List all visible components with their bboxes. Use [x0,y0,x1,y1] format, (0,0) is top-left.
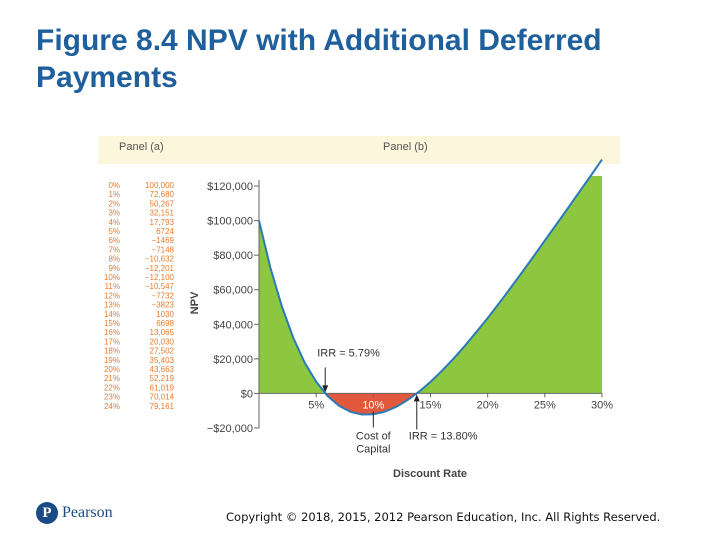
cost-of-capital-label-line2: Capital [356,443,390,455]
table-rate-cell: 3% [108,209,120,218]
table-rate-cell: 14% [104,310,120,319]
negative-npv-area [259,393,602,415]
table-rate-cell: 4% [108,218,120,227]
table-rate-cell: 21% [104,374,120,383]
table-npv-cell: 20,030 [150,337,175,346]
positive-npv-area [259,176,602,394]
table-rate-cell: 0% [108,181,120,190]
table-npv-cell: 6698 [156,319,174,328]
table-rate-cell: 8% [108,255,120,264]
table-npv-cell: 13,065 [150,328,175,337]
npv-figure: Panel (a) Panel (b) 0% 100,000 1% 72,680 2% 5… [98,136,620,486]
table-rate-cell: 13% [104,301,120,310]
table-rate-cell: 20% [104,365,120,374]
y-tick-label: $120,000 [207,181,253,193]
table-npv-cell: 32,151 [150,209,175,218]
npv-chart-svg: Panel (a) Panel (b) 0% 100,000 1% 72,680 2% 5… [98,136,620,480]
panel-header-band [98,136,620,164]
irr-high-arrowhead [413,394,420,402]
table-rate-cell: 10% [104,273,120,282]
slide-title-line2: Payments [36,61,178,94]
cost-of-capital-label-line1: Cost of [356,430,392,442]
y-tick-label: −$20,000 [207,423,253,435]
slide-title: Figure 8.4 NPV with Additional Deferred … [36,22,696,96]
table-rate-cell: 1% [108,190,120,199]
table-rate-cell: 15% [104,319,120,328]
x-tick-label: 10% [362,399,384,411]
y-tick-label: $60,000 [213,285,253,297]
y-axis-label: NPV [189,291,201,314]
table-npv-cell: −7732 [152,291,175,300]
slide-title-line1: Figure 8.4 NPV with Additional Deferred [36,24,602,57]
table-rate-cell: 22% [104,383,120,392]
table-npv-cell: 70,014 [150,393,175,402]
panel-a-header: Panel (a) [119,141,164,153]
table-npv-cell: 43,663 [150,365,175,374]
table-rate-cell: 19% [104,356,120,365]
irr-high-label: IRR = 13.80% [409,430,478,442]
table-rate-cell: 7% [108,245,120,254]
table-rate-cell: 5% [108,227,120,236]
x-tick-label: 30% [591,399,613,411]
x-tick-label: 5% [308,399,324,411]
table-npv-cell: 17,793 [150,218,175,227]
y-tick-label: $100,000 [207,216,253,228]
y-tick-label: $0 [241,388,253,400]
table-rate-cell: 18% [104,347,120,356]
table-npv-cell: −12,100 [145,273,175,282]
table-npv-cell: 52,219 [150,374,175,383]
table-npv-cell: 6724 [156,227,174,236]
table-npv-cell: 35,403 [150,356,175,365]
table-npv-cell: 79,161 [150,402,175,411]
table-npv-cell: −10,547 [145,282,175,291]
table-rate-cell: 9% [108,264,120,273]
y-tick-label: $20,000 [213,354,253,366]
irr-low-label: IRR = 5.79% [317,347,380,359]
x-tick-label: 20% [477,399,499,411]
x-axis-label: Discount Rate [393,468,467,480]
x-tick-label: 15% [419,399,441,411]
pearson-logo-icon: P [36,502,58,524]
table-rate-cell: 2% [108,199,120,208]
table-rate-cell: 16% [104,328,120,337]
panel-b-header: Panel (b) [383,141,428,153]
table-npv-cell: −10,632 [145,255,175,264]
table-rate-cell: 11% [105,282,120,291]
y-tick-label: $40,000 [213,319,253,331]
table-npv-cell: −1469 [152,236,175,245]
table-npv-cell: −12,201 [145,264,175,273]
irr-low-arrowhead [322,385,329,393]
x-tick-label: 25% [534,399,556,411]
panel-b-plot: −$20,000 $0 $20,000 $40,000 $60,000 $80,000 $1… [207,159,613,455]
table-npv-cell: −7148 [152,245,175,254]
npv-curve-line [258,159,603,416]
table-npv-cell: −3823 [152,301,175,310]
table-rate-cell: 6% [108,236,120,245]
table-rate-cell: 17% [104,337,120,346]
panel-a-table: 0% 100,000 1% 72,680 2% 50,267 3% 32,151 4% 17,79… [104,181,175,411]
copyright-text: Copyright © 2018, 2015, 2012 Pearson Edu… [226,510,661,524]
table-npv-cell: 72,680 [150,190,175,199]
pearson-logo-text: Pearson [62,504,113,521]
table-npv-cell: 27,502 [150,347,175,356]
table-rate-cell: 12% [104,291,120,300]
pearson-logo: P Pearson [36,502,146,526]
table-npv-cell: 61,019 [150,383,175,392]
table-rate-cell: 23% [104,393,120,402]
table-npv-cell: 50,267 [150,199,175,208]
table-npv-cell: 1030 [156,310,174,319]
table-rate-cell: 24% [104,402,120,411]
y-tick-label: $80,000 [213,250,253,262]
table-npv-cell: 100,000 [145,181,174,190]
